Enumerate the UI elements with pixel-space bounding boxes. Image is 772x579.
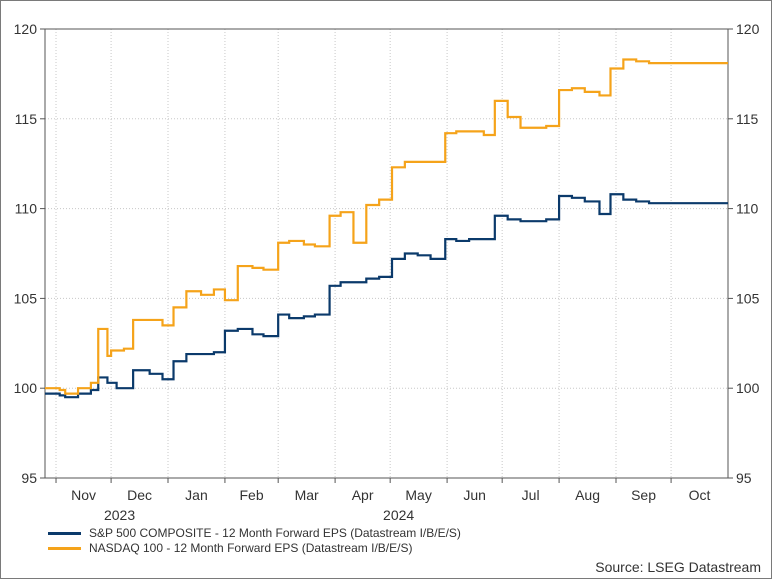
y-tick-label-left: 95 — [21, 470, 37, 486]
x-tick-label: Aug — [575, 487, 600, 503]
x-tick-label: Mar — [295, 487, 319, 503]
y-tick-label-right: 100 — [736, 380, 760, 396]
legend-item-nasdaq100: NASDAQ 100 - 12 Month Forward EPS (Datas… — [48, 541, 461, 556]
x-tick-label: Jun — [463, 487, 486, 503]
x-tick-label: Nov — [71, 487, 96, 503]
plot-area — [44, 28, 729, 479]
x-year-label: 2023 — [104, 507, 135, 520]
y-tick-label-left: 120 — [14, 21, 38, 37]
legend-label-sp500: S&P 500 COMPOSITE - 12 Month Forward EPS… — [89, 526, 461, 540]
x-tick-label: Dec — [127, 487, 152, 503]
x-tick-label: Jan — [185, 487, 208, 503]
series-line-nasdaq100 — [45, 58, 728, 395]
legend-label-nasdaq100: NASDAQ 100 - 12 Month Forward EPS (Datas… — [89, 541, 413, 555]
x-tick-label: Apr — [352, 487, 374, 503]
series-line-sp500 — [45, 193, 728, 399]
legend: S&P 500 COMPOSITE - 12 Month Forward EPS… — [48, 526, 461, 556]
x-tick-label: Sep — [631, 487, 656, 503]
line-chart: 95 95 100 100 105 105 110 110 115 115 120 120 Nov Dec… — [14, 21, 760, 520]
x-tick-label: Oct — [689, 487, 711, 503]
y-tick-label-left: 110 — [15, 201, 38, 217]
y-tick-label-right: 120 — [736, 21, 760, 37]
y-tick-label-left: 115 — [15, 111, 38, 127]
gridlines — [45, 29, 728, 478]
legend-item-sp500: S&P 500 COMPOSITE - 12 Month Forward EPS… — [48, 526, 461, 541]
x-year-label: 2024 — [383, 507, 414, 520]
legend-swatch-sp500 — [48, 532, 81, 535]
y-tick-label-right: 105 — [736, 290, 760, 306]
series-lines — [45, 58, 728, 399]
source-note: Source: LSEG Datastream — [595, 559, 761, 575]
y-tick-label-right: 95 — [736, 470, 752, 486]
x-tick-label: Feb — [239, 487, 263, 503]
x-tick-label: May — [405, 487, 431, 503]
axis-ticks: 95 95 100 100 105 105 110 110 115 115 120 120 Nov Dec… — [14, 21, 760, 520]
y-tick-label-left: 105 — [14, 290, 38, 306]
y-tick-label-right: 110 — [736, 201, 759, 217]
y-tick-label-left: 100 — [14, 380, 38, 396]
y-tick-label-right: 115 — [736, 111, 759, 127]
legend-swatch-nasdaq100 — [48, 547, 81, 550]
x-tick-label: Jul — [522, 487, 540, 503]
